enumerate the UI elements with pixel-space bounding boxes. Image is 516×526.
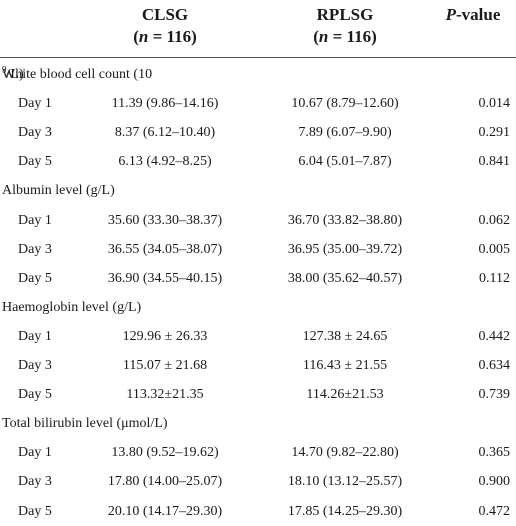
- column-name: CLSG: [141, 5, 189, 24]
- section-row: Haemoglobin level (g/L): [0, 293, 516, 322]
- header-rule: [0, 57, 516, 58]
- column-header: CLSG (n = 116): [65, 4, 265, 48]
- p-value: 0.442: [478, 328, 511, 344]
- symbol: n: [138, 27, 149, 46]
- paren: (: [313, 27, 319, 46]
- rplsg-value: 6.04 (5.01–7.87): [298, 154, 392, 170]
- section-title: Albumin level (g/L): [2, 183, 115, 199]
- p-value: 0.900: [478, 474, 511, 490]
- clsg-value: 8.37 (6.12–10.40): [114, 125, 216, 141]
- rplsg-value: 36.95 (35.00–39.72): [287, 241, 403, 257]
- sample-size: (n = 116): [245, 26, 445, 48]
- column-name: RPLSG: [316, 5, 374, 24]
- section-title: Total bilirubin level (μmol/L): [2, 416, 168, 432]
- column-name: -value: [456, 5, 501, 24]
- p-value: 0.005: [478, 241, 511, 257]
- day-label: Day 5: [18, 154, 52, 170]
- rplsg-value: 36.70 (33.82–38.80): [287, 212, 403, 228]
- clsg-value: 11.39 (9.86–14.16): [111, 96, 219, 112]
- data-row: Day 5 36.90 (34.55–40.15) 38.00 (35.62–40.…: [0, 264, 516, 293]
- day-label: Day 5: [18, 387, 52, 403]
- day-label: Day 3: [18, 358, 52, 373]
- rplsg-value: 7.89 (6.07–9.90): [298, 125, 392, 141]
- clsg-value: 13.80 (9.52–19.62): [111, 445, 219, 461]
- rplsg-value: 17.85 (14.25–29.30): [287, 503, 403, 519]
- p-value: 0.841: [478, 154, 511, 170]
- title-tail: /L): [6, 67, 24, 82]
- title-sup: 9: [2, 64, 7, 75]
- sample-size: (n = 116): [65, 26, 265, 48]
- rplsg-value: 38.00 (35.62–40.57): [287, 270, 403, 286]
- clsg-value: 17.80 (14.00–25.07): [107, 474, 223, 490]
- day-label: Day 1: [18, 445, 52, 461]
- p-value: 0.291: [478, 125, 511, 141]
- title-text: White blood cell count (10: [2, 67, 153, 82]
- data-row: Day 1 35.60 (33.30–38.37) 36.70 (33.82–38.…: [0, 206, 516, 235]
- day-label: Day 1: [18, 212, 52, 228]
- data-row: Day 5 20.10 (14.17–29.30) 17.85 (14.25–29.…: [0, 497, 516, 526]
- day-label: Day 1: [18, 328, 52, 344]
- data-row: Day 1 11.39 (9.86–14.16) 10.67 (8.79–12.60…: [0, 89, 516, 118]
- day-label: Day 3: [18, 125, 52, 141]
- data-row: Day 3 8.37 (6.12–10.40) 7.89 (6.07–9.90) 0.…: [0, 118, 516, 147]
- symbol: P: [445, 5, 456, 24]
- day-label: Day 5: [18, 503, 52, 519]
- rplsg-value: 127.38 ± 24.65: [302, 328, 388, 344]
- data-row: Day 3 17.80 (14.00–25.07) 18.10 (13.12–25.…: [0, 467, 516, 496]
- day-label: Day 5: [18, 270, 52, 286]
- clsg-value: 129.96 ± 26.33: [122, 328, 208, 344]
- column-header: RPLSG (n = 116): [245, 4, 445, 48]
- clsg-value: 113.32±21.35: [126, 387, 204, 403]
- clsg-value: 6.13 (4.92–8.25): [118, 154, 212, 170]
- section-row: Total bilirubin level (μmol/L): [0, 409, 516, 438]
- day-label: Day 3: [18, 474, 52, 490]
- day-label: Day 1: [18, 96, 52, 112]
- data-row: Day 5 113.32±21.35 114.26±21.53 0.739: [0, 380, 516, 409]
- clsg-value: 20.10 (14.17–29.30): [107, 503, 223, 519]
- data-row: Day 1 13.80 (9.52–19.62) 14.70 (9.82–22.80…: [0, 438, 516, 467]
- section-row: White blood cell count (10 9/L): [0, 60, 516, 89]
- paren: (: [133, 27, 139, 46]
- section-title: Haemoglobin level (g/L): [2, 299, 142, 315]
- p-value: 0.739: [478, 387, 511, 403]
- rplsg-value: 14.70 (9.82–22.80): [291, 445, 399, 461]
- data-row: Day 3 115.07 ± 21.68 116.43 ± 21.55 0.634: [0, 351, 516, 380]
- sample-text: = 116): [148, 27, 197, 46]
- rplsg-value: 18.10 (13.12–25.57): [287, 474, 403, 490]
- clsg-value: 115.07 ± 21.68: [122, 358, 208, 373]
- p-value: 0.472: [478, 503, 511, 519]
- rplsg-value: 114.26±21.53: [306, 387, 384, 403]
- p-value: 0.634: [478, 358, 511, 373]
- p-value: 0.112: [479, 270, 510, 286]
- sample-text: = 116): [328, 27, 377, 46]
- section-title: White blood cell count (10 9/L): [2, 60, 152, 89]
- p-value: 0.365: [478, 445, 511, 461]
- p-value: 0.014: [478, 96, 511, 112]
- data-row: Day 3 36.55 (34.05–38.07) 36.95 (35.00–39.…: [0, 235, 516, 264]
- clsg-value: 36.90 (34.55–40.15): [107, 270, 223, 286]
- data-row: Day 1 129.96 ± 26.33 127.38 ± 24.65 0.442: [0, 322, 516, 351]
- rplsg-value: 10.67 (8.79–12.60): [291, 96, 399, 112]
- data-row: Day 5 6.13 (4.92–8.25) 6.04 (5.01–7.87) 0.8…: [0, 147, 516, 176]
- section-row: Albumin level (g/L): [0, 176, 516, 205]
- rplsg-value: 116.43 ± 21.55: [302, 358, 388, 373]
- clsg-value: 36.55 (34.05–38.07): [107, 241, 223, 257]
- symbol: n: [318, 27, 329, 46]
- p-value: 0.062: [478, 212, 511, 228]
- column-header: P-value: [430, 4, 516, 26]
- day-label: Day 3: [18, 241, 52, 257]
- clsg-value: 35.60 (33.30–38.37): [107, 212, 223, 228]
